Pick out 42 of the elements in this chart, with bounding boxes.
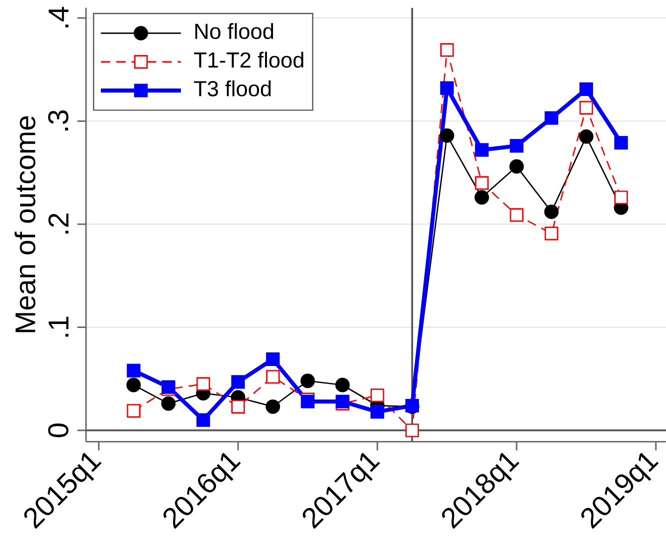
point bbox=[510, 139, 524, 153]
point bbox=[405, 424, 419, 438]
y-tick-label: .3 bbox=[48, 110, 68, 130]
point bbox=[474, 190, 489, 205]
y-tick-label: .4 bbox=[48, 6, 68, 28]
point bbox=[266, 352, 280, 366]
point bbox=[266, 370, 280, 384]
point bbox=[161, 396, 176, 411]
point bbox=[231, 400, 245, 414]
point bbox=[370, 388, 384, 402]
point bbox=[474, 143, 489, 157]
point bbox=[579, 82, 594, 96]
y-tick-label: 0 bbox=[48, 424, 68, 438]
point bbox=[196, 377, 210, 391]
point bbox=[335, 378, 350, 392]
point bbox=[579, 129, 594, 144]
y-tick-label: .2 bbox=[48, 214, 68, 234]
point bbox=[474, 176, 489, 190]
y-axis-title: Mean of outcome bbox=[14, 116, 36, 332]
point bbox=[300, 374, 315, 388]
point bbox=[509, 159, 524, 174]
point bbox=[370, 405, 384, 419]
legend-label: No flood bbox=[195, 23, 274, 40]
point bbox=[440, 43, 454, 57]
point bbox=[544, 226, 558, 240]
point bbox=[440, 81, 454, 95]
point bbox=[440, 128, 454, 143]
point bbox=[510, 208, 524, 222]
point bbox=[126, 364, 140, 378]
legend-label: T1-T2 flood bbox=[194, 52, 304, 68]
point bbox=[126, 404, 140, 418]
point bbox=[126, 378, 141, 392]
point bbox=[231, 375, 245, 389]
point bbox=[196, 413, 210, 427]
point bbox=[614, 190, 628, 204]
point bbox=[544, 204, 559, 220]
point bbox=[579, 100, 594, 114]
legend-label: T3 flood bbox=[194, 80, 271, 96]
point bbox=[614, 136, 628, 150]
y-tick-label: .1 bbox=[48, 316, 68, 337]
point bbox=[266, 399, 280, 414]
point bbox=[544, 111, 558, 125]
